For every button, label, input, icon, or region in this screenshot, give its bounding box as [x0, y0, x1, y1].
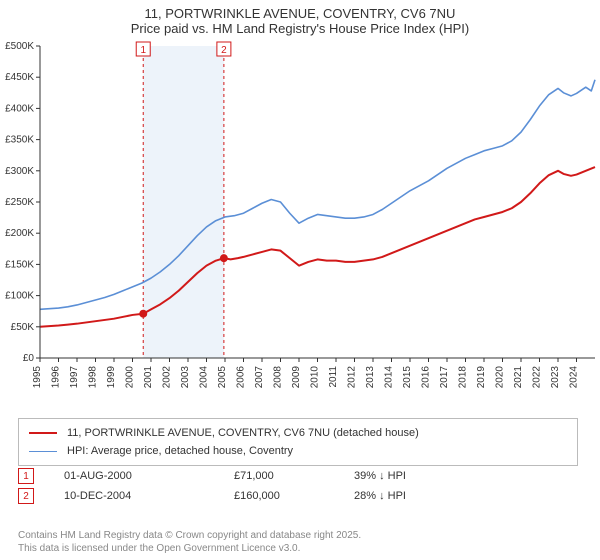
svg-text:1: 1 [140, 45, 146, 56]
legend-label: 11, PORTWRINKLE AVENUE, COVENTRY, CV6 7N… [67, 424, 419, 442]
svg-text:£50K: £50K [11, 322, 35, 333]
svg-text:2019: 2019 [476, 366, 487, 389]
svg-text:2008: 2008 [273, 366, 284, 389]
sale-price: £160,000 [234, 490, 354, 502]
legend: 11, PORTWRINKLE AVENUE, COVENTRY, CV6 7N… [18, 418, 578, 466]
svg-text:2023: 2023 [550, 366, 561, 389]
svg-text:2017: 2017 [439, 366, 450, 389]
sale-date: 01-AUG-2000 [64, 470, 234, 482]
svg-text:2022: 2022 [532, 366, 543, 389]
svg-text:2003: 2003 [180, 366, 191, 389]
svg-text:1999: 1999 [106, 366, 117, 389]
svg-text:2007: 2007 [254, 366, 265, 389]
footer: Contains HM Land Registry data © Crown c… [18, 530, 578, 555]
svg-text:2020: 2020 [495, 366, 506, 389]
licence-text: This data is licensed under the Open Gov… [18, 543, 578, 556]
svg-text:£150K: £150K [5, 259, 34, 270]
svg-text:2011: 2011 [328, 366, 339, 388]
svg-text:1995: 1995 [32, 366, 43, 389]
legend-swatch [29, 451, 57, 452]
svg-text:£0: £0 [23, 353, 35, 364]
sale-marker: 1 [18, 468, 34, 484]
svg-text:2014: 2014 [384, 366, 395, 389]
svg-text:2001: 2001 [143, 366, 154, 389]
svg-text:2002: 2002 [162, 366, 173, 389]
svg-text:2000: 2000 [125, 366, 136, 389]
chart-titles: 11, PORTWRINKLE AVENUE, COVENTRY, CV6 7N… [0, 0, 600, 36]
svg-text:£250K: £250K [5, 197, 34, 208]
svg-text:2013: 2013 [365, 366, 376, 389]
sale-price: £71,000 [234, 470, 354, 482]
svg-text:2012: 2012 [347, 366, 358, 389]
legend-item: 11, PORTWRINKLE AVENUE, COVENTRY, CV6 7N… [29, 424, 567, 442]
svg-text:£500K: £500K [5, 41, 34, 52]
svg-text:2005: 2005 [217, 366, 228, 389]
svg-text:£100K: £100K [5, 291, 34, 302]
svg-text:2009: 2009 [291, 366, 302, 389]
svg-text:2016: 2016 [421, 366, 432, 389]
sale-marker: 2 [18, 488, 34, 504]
svg-text:£300K: £300K [5, 166, 34, 177]
svg-text:2021: 2021 [513, 366, 524, 389]
svg-text:2024: 2024 [569, 366, 580, 389]
sale-row: 1 01-AUG-2000 £71,000 39% ↓ HPI [18, 466, 578, 486]
svg-text:£450K: £450K [5, 72, 34, 83]
sales-table: 1 01-AUG-2000 £71,000 39% ↓ HPI 2 10-DEC… [18, 466, 578, 506]
svg-text:1996: 1996 [51, 366, 62, 389]
svg-text:2015: 2015 [402, 366, 413, 389]
address-title: 11, PORTWRINKLE AVENUE, COVENTRY, CV6 7N… [0, 6, 600, 21]
sale-date: 10-DEC-2004 [64, 490, 234, 502]
legend-item: HPI: Average price, detached house, Cove… [29, 442, 567, 460]
svg-text:2018: 2018 [458, 366, 469, 389]
sale-diff: 28% ↓ HPI [354, 490, 406, 502]
svg-text:1997: 1997 [69, 366, 80, 389]
chart-subtitle: Price paid vs. HM Land Registry's House … [0, 21, 600, 36]
legend-label: HPI: Average price, detached house, Cove… [67, 442, 293, 460]
svg-text:1998: 1998 [88, 366, 99, 389]
svg-text:2004: 2004 [199, 366, 210, 389]
legend-swatch [29, 432, 57, 434]
sale-diff: 39% ↓ HPI [354, 470, 406, 482]
svg-text:£350K: £350K [5, 135, 34, 146]
price-chart: £0 £50K £100K £150K £200K £250K £300K £350K £400… [0, 38, 600, 408]
svg-text:2010: 2010 [310, 366, 321, 389]
svg-text:2: 2 [221, 45, 227, 56]
copyright-text: Contains HM Land Registry data © Crown c… [18, 530, 578, 543]
svg-text:2006: 2006 [236, 366, 247, 389]
sale-row: 2 10-DEC-2004 £160,000 28% ↓ HPI [18, 486, 578, 506]
svg-text:£400K: £400K [5, 103, 34, 114]
svg-text:£200K: £200K [5, 228, 34, 239]
